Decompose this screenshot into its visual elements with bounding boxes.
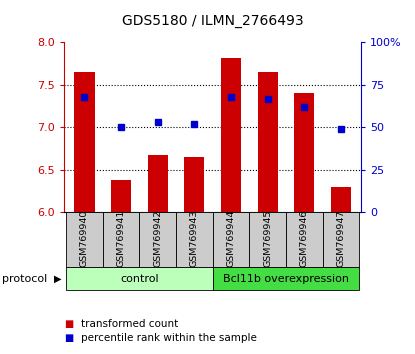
- Text: ■: ■: [64, 333, 73, 343]
- Bar: [213, 212, 249, 267]
- Bar: [74, 72, 95, 212]
- Bar: [322, 212, 359, 267]
- Bar: [286, 212, 322, 267]
- Bar: [66, 212, 103, 267]
- Text: GSM769942: GSM769942: [153, 210, 162, 267]
- Text: GSM769947: GSM769947: [337, 210, 345, 267]
- Bar: [331, 187, 351, 212]
- Text: ■: ■: [64, 319, 73, 329]
- Bar: [221, 58, 241, 212]
- Bar: [184, 157, 205, 212]
- Bar: [213, 267, 359, 290]
- Text: GDS5180 / ILMN_2766493: GDS5180 / ILMN_2766493: [122, 14, 303, 28]
- Text: GSM769943: GSM769943: [190, 210, 199, 268]
- Bar: [148, 155, 168, 212]
- Text: ▶: ▶: [54, 274, 61, 284]
- Bar: [66, 267, 213, 290]
- Text: percentile rank within the sample: percentile rank within the sample: [81, 333, 257, 343]
- Bar: [249, 212, 286, 267]
- Text: GSM769946: GSM769946: [300, 210, 309, 267]
- Text: GSM769945: GSM769945: [263, 210, 272, 267]
- Text: GSM769941: GSM769941: [117, 210, 126, 267]
- Bar: [294, 93, 314, 212]
- Text: transformed count: transformed count: [81, 319, 178, 329]
- Text: protocol: protocol: [2, 274, 47, 284]
- Bar: [111, 180, 131, 212]
- Bar: [139, 212, 176, 267]
- Text: GSM769944: GSM769944: [227, 210, 235, 267]
- Text: GSM769940: GSM769940: [80, 210, 89, 267]
- Bar: [176, 212, 213, 267]
- Bar: [258, 72, 278, 212]
- Text: control: control: [120, 274, 159, 284]
- Bar: [103, 212, 139, 267]
- Text: Bcl11b overexpression: Bcl11b overexpression: [223, 274, 349, 284]
